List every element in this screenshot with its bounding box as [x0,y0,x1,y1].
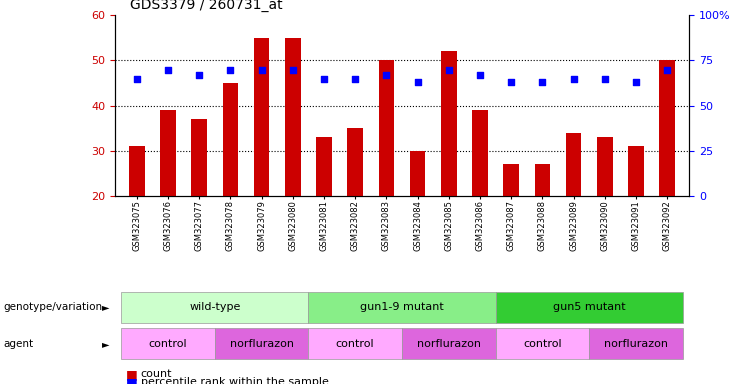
Point [130,76,142,82]
Text: ►: ► [102,339,110,349]
Bar [308,328,402,359]
Point [568,76,579,82]
Bar [628,146,644,196]
Text: wild-type: wild-type [189,302,240,312]
Point [318,76,330,82]
Bar [441,51,456,196]
Point [287,66,299,73]
Text: agent: agent [4,339,34,349]
Bar [379,61,394,196]
Point [630,79,642,85]
Bar [285,38,301,196]
Bar [402,328,496,359]
Bar [503,164,519,196]
Bar [496,292,683,323]
Bar [348,128,363,196]
Point [380,72,392,78]
Point [225,66,236,73]
Text: norflurazon: norflurazon [230,339,293,349]
Text: count: count [141,369,173,379]
Bar [316,137,332,196]
Point [505,79,517,85]
Bar [472,110,488,196]
Bar [253,38,269,196]
Point [193,72,205,78]
Bar [160,110,176,196]
Point [599,76,611,82]
Text: norflurazon: norflurazon [604,339,668,349]
Bar [535,164,551,196]
Point [474,72,486,78]
Bar [222,83,238,196]
Bar [121,292,308,323]
Text: norflurazon: norflurazon [416,339,481,349]
Text: percentile rank within the sample: percentile rank within the sample [141,377,329,384]
Text: genotype/variation: genotype/variation [4,302,103,312]
Bar [597,137,613,196]
Text: gun5 mutant: gun5 mutant [553,302,625,312]
Bar [129,146,144,196]
Text: control: control [149,339,187,349]
Text: gun1-9 mutant: gun1-9 mutant [360,302,444,312]
Point [662,66,674,73]
Text: GDS3379 / 260731_at: GDS3379 / 260731_at [130,0,282,12]
Bar [659,61,675,196]
Point [412,79,424,85]
Text: ■: ■ [126,376,138,384]
Bar [410,151,425,196]
Bar [566,133,582,196]
Text: ■: ■ [126,368,138,381]
Text: ►: ► [102,302,110,312]
Point [443,66,455,73]
Bar [496,328,589,359]
Bar [121,328,215,359]
Bar [215,328,308,359]
Text: control: control [523,339,562,349]
Point [349,76,361,82]
Text: control: control [336,339,374,349]
Bar [191,119,207,196]
Bar [589,328,683,359]
Bar [308,292,496,323]
Point [256,66,268,73]
Point [536,79,548,85]
Point [162,66,174,73]
